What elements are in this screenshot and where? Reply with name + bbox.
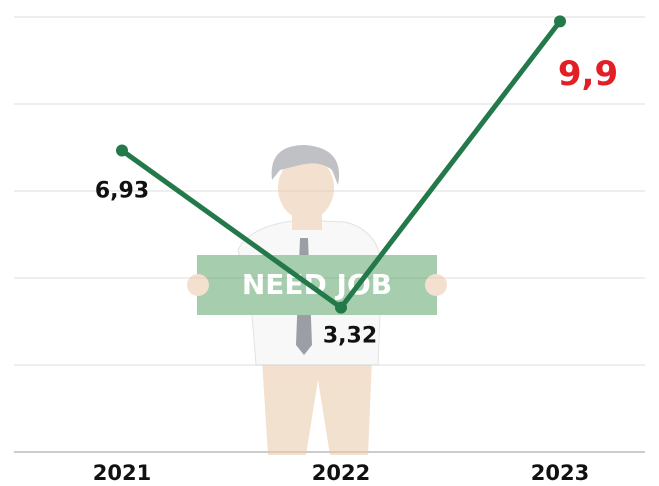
- point: [335, 301, 347, 314]
- illustration: NEED JOB: [187, 145, 447, 455]
- x-tick-label: 2023: [531, 461, 589, 485]
- data-label: 3,32: [323, 324, 377, 349]
- sign: [197, 255, 437, 315]
- point: [116, 144, 128, 157]
- data-label: 9,9: [558, 54, 618, 94]
- data-label: 6,93: [95, 179, 149, 204]
- point: [554, 15, 566, 28]
- x-tick-label: 2021: [93, 461, 151, 485]
- x-tick-label: 2022: [312, 461, 370, 485]
